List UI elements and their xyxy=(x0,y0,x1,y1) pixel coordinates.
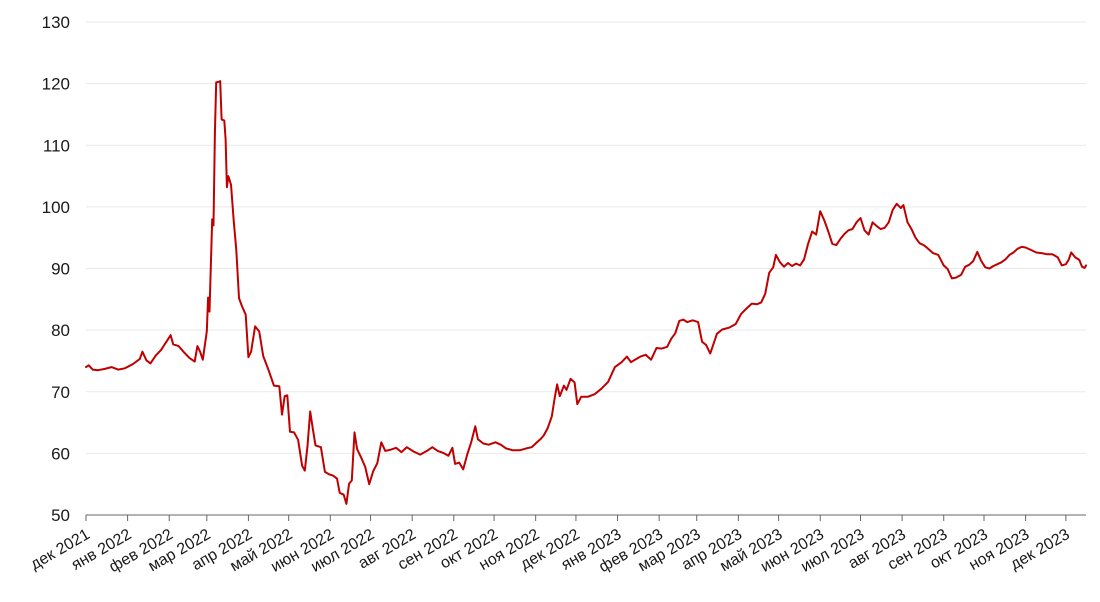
series-line xyxy=(85,80,1087,505)
y-tick-label: 60 xyxy=(51,444,70,463)
y-tick-label: 110 xyxy=(43,136,70,155)
y-tick-label: 130 xyxy=(42,13,70,32)
y-tick-label: 100 xyxy=(42,198,70,217)
y-tick-label: 120 xyxy=(42,75,70,94)
grid-layer xyxy=(86,21,1086,454)
y-tick-label: 70 xyxy=(51,383,70,402)
y-tick-label: 90 xyxy=(51,260,70,279)
y-tick-label: 80 xyxy=(51,321,70,340)
y-tick-label: 50 xyxy=(51,506,70,525)
y-axis: 50 60 70 80 90 100 110 120 130 xyxy=(42,13,70,525)
